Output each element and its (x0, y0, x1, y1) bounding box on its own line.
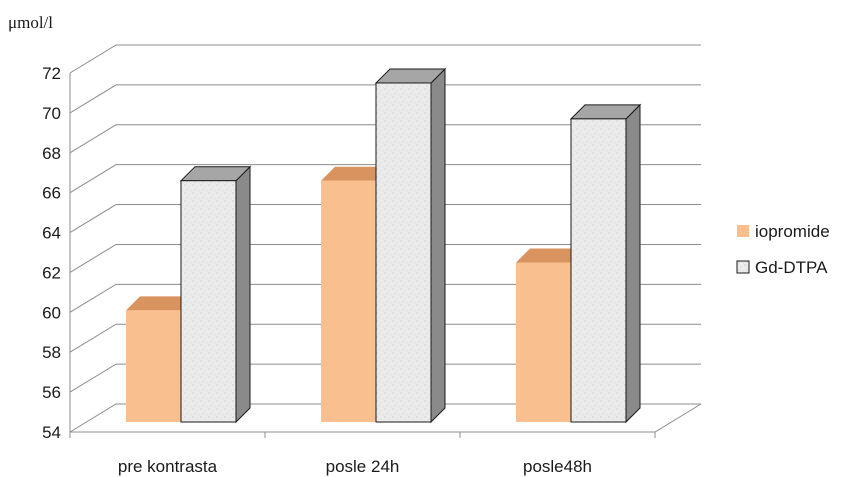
axes (69, 73, 702, 438)
x-category-label: posle 24h (326, 457, 400, 476)
bar-gd-dtpa (569, 103, 642, 424)
legend: iopromide Gd-DTPA (736, 222, 830, 277)
bars (126, 67, 642, 424)
y-axis-unit-label: μmol/l (8, 13, 53, 32)
gridline (69, 84, 701, 114)
y-tick-label: 62 (42, 263, 61, 282)
legend-label: Gd-DTPA (755, 258, 828, 277)
x-category-label: posle48h (523, 457, 592, 476)
gridline (69, 204, 701, 233)
gridline (69, 283, 701, 313)
y-tick-label: 60 (42, 303, 61, 322)
bar-gd-dtpa (179, 165, 252, 424)
bar-front-face (126, 310, 181, 422)
gridline (69, 363, 701, 393)
bar-side-face (235, 165, 251, 424)
y-tick-label: 58 (42, 343, 61, 362)
bar-front-face (375, 82, 432, 423)
x-category-label: pre kontrasta (118, 457, 218, 476)
bar-top-face (126, 296, 195, 311)
bar-front-face (180, 180, 237, 423)
bar-top-face (516, 248, 585, 263)
gridlines (69, 44, 701, 433)
bar-front-face (570, 118, 627, 423)
y-tick-label: 70 (42, 104, 61, 123)
gridline (69, 323, 701, 353)
gridline (69, 243, 701, 273)
y-tick-label: 66 (42, 184, 61, 203)
bar-gd-dtpa (374, 67, 447, 424)
bar-side-face (625, 103, 641, 424)
gridline (69, 164, 701, 194)
gridline (69, 403, 701, 433)
bar-side-face (430, 67, 446, 424)
gridline (69, 124, 701, 154)
bar-top-face (321, 166, 390, 181)
y-tick-label: 56 (42, 383, 61, 402)
y-tick-label: 72 (42, 64, 61, 83)
y-tick-label: 68 (42, 144, 61, 163)
legend-swatch-iopromide (737, 225, 749, 237)
legend-swatch-gd-dtpa (736, 260, 750, 274)
gridline (69, 44, 701, 74)
legend-label: iopromide (755, 222, 830, 241)
bar-front-face (516, 262, 571, 422)
bar-front-face (321, 180, 376, 422)
y-tick-label: 54 (42, 423, 61, 442)
y-tick-label: 64 (42, 224, 61, 243)
axis-labels: 54 56 58 60 62 64 66 68 70 72 pre kontrasta posle 2… (42, 64, 592, 476)
